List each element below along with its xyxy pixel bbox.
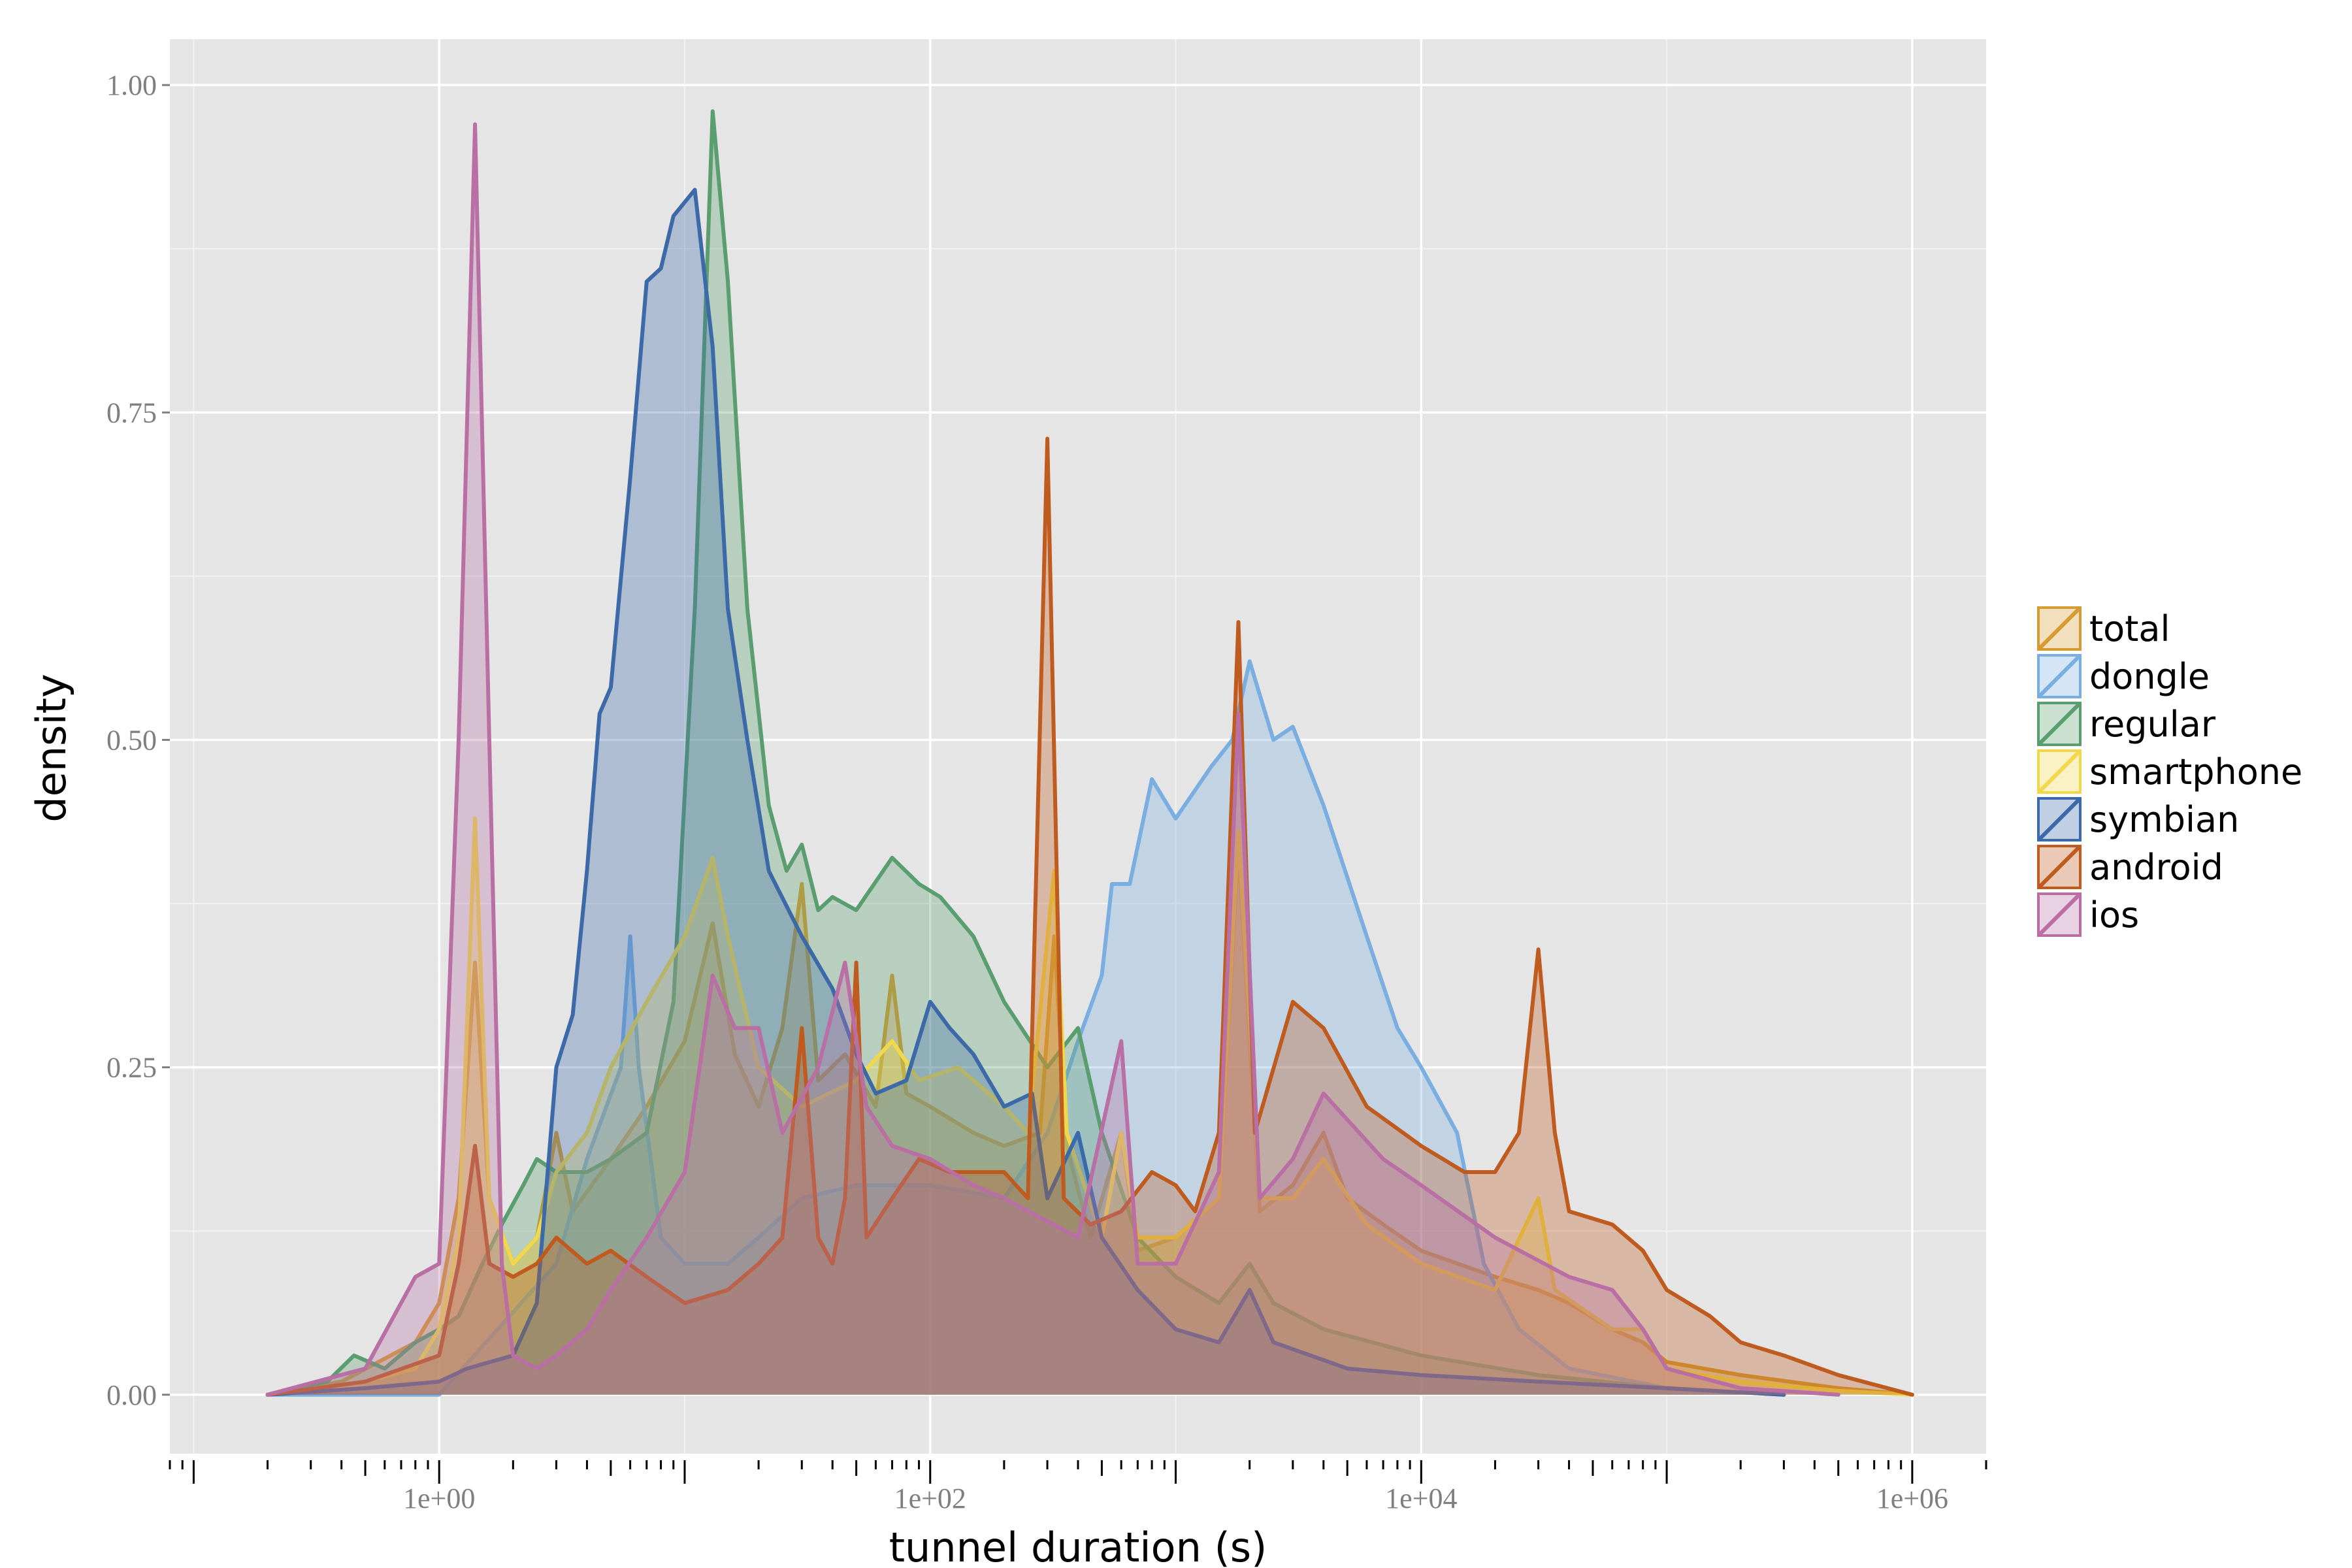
x-tick-label: 1e+00 — [403, 1482, 475, 1514]
y-tick-label: 0.25 — [106, 1052, 157, 1084]
legend-label-regular: regular — [2089, 704, 2216, 745]
x-axis: 1e+00 1e+02 1e+04 1e+06 — [169, 1460, 1987, 1514]
series-area-dongle — [267, 661, 1784, 1395]
series-line-android — [265, 436, 1914, 1397]
y-axis: 0.00 0.25 0.50 0.75 1.00 — [106, 69, 170, 1411]
legend-label-total: total — [2089, 608, 2170, 649]
series-line-regular — [265, 109, 1786, 1397]
series-area-symbian — [267, 189, 1784, 1395]
y-axis-title: density — [27, 674, 75, 822]
legend: total dongle regular smartphone symbian andro… — [2037, 606, 2302, 937]
x-axis-title: tunnel duration (s) — [889, 1524, 1267, 1568]
legend-label-android: android — [2089, 847, 2223, 888]
legend-key-slash-smartphone — [2038, 750, 2081, 793]
x-tick-label: 1e+06 — [1876, 1482, 1948, 1514]
x-tick-label: 1e+02 — [894, 1482, 966, 1514]
legend-key-slash-ios — [2038, 893, 2081, 936]
legend-label-smartphone: smartphone — [2089, 751, 2302, 792]
y-tick-label: 1.00 — [106, 69, 157, 101]
legend-key-slash-android — [2038, 845, 2081, 889]
series-area-smartphone — [267, 818, 1912, 1395]
y-tick-label: 0.50 — [106, 724, 157, 756]
legend-label-symbian: symbian — [2089, 799, 2239, 840]
x-tick-label: 1e+04 — [1385, 1482, 1457, 1514]
series-line-dongle — [265, 659, 1786, 1397]
series-line-symbian — [265, 188, 1786, 1397]
y-tick-label: 0.75 — [106, 397, 157, 429]
legend-key-slash-regular — [2038, 702, 2081, 745]
legend-label-ios: ios — [2089, 894, 2139, 936]
legend-label-dongle: dongle — [2089, 656, 2210, 697]
series-line-ios — [265, 122, 1840, 1397]
y-tick-label: 0.00 — [106, 1379, 157, 1411]
series-line-smartphone — [265, 816, 1914, 1397]
legend-key-slash-total — [2038, 607, 2081, 650]
legend-key-slash-symbian — [2038, 798, 2081, 841]
legend-key-slash-dongle — [2038, 655, 2081, 698]
density-series — [265, 109, 1914, 1397]
series-area-regular — [267, 111, 1784, 1395]
